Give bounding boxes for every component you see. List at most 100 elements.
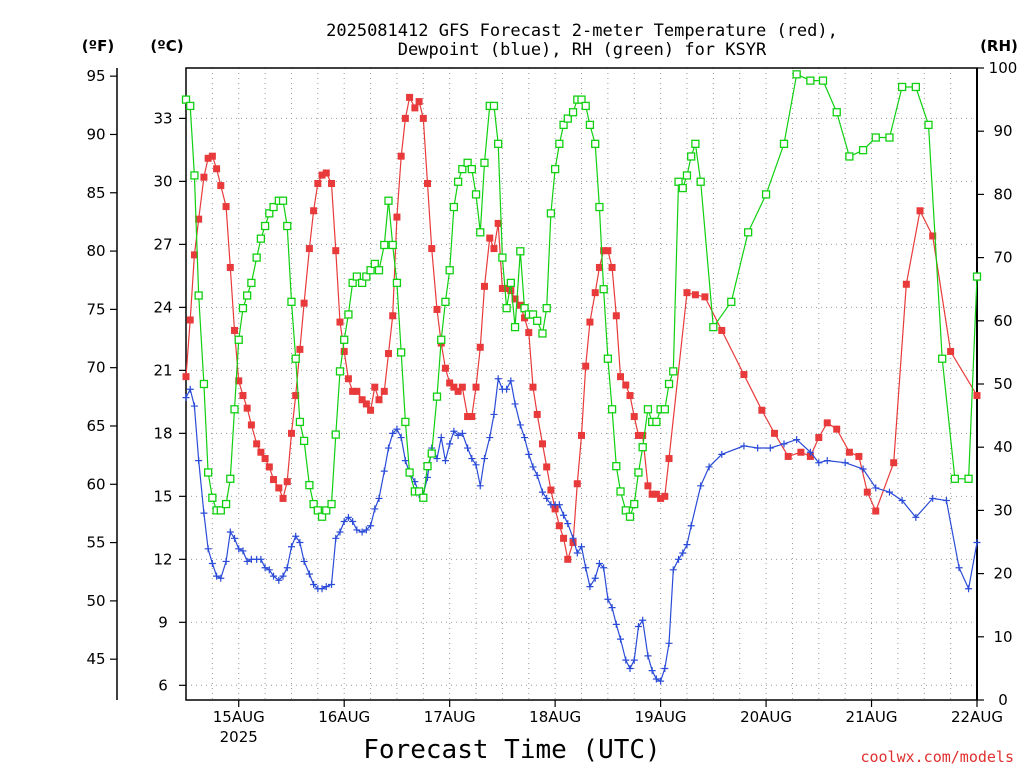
dewpoint-point: [186, 385, 194, 393]
series-temperature: [182, 93, 981, 563]
dewpoint-point: [349, 518, 357, 526]
dewpoint-point: [648, 667, 656, 675]
celsius-tick-label: 27: [153, 235, 172, 253]
dewpoint-point: [371, 505, 379, 513]
dewpoint-point: [533, 471, 541, 479]
temperature-point: [415, 98, 423, 106]
temperature-point: [586, 318, 594, 326]
rh-point: [678, 183, 687, 193]
temperature-point: [380, 387, 388, 395]
rh-point: [256, 234, 266, 243]
dewpoint-point: [859, 465, 867, 473]
rh-point: [252, 253, 261, 262]
rh-point: [591, 139, 600, 148]
dewpoint-point: [476, 482, 484, 490]
rh-point: [792, 70, 801, 79]
temperature-point: [701, 293, 709, 301]
temperature-point: [595, 263, 603, 271]
temperature-point: [833, 425, 841, 433]
temperature-point: [529, 383, 537, 391]
temperature-point: [784, 452, 792, 460]
rh-point: [441, 297, 450, 306]
temperature-point: [384, 350, 392, 358]
dewpoint-point: [454, 431, 462, 439]
rh-point: [494, 139, 503, 148]
rh-point: [445, 266, 454, 275]
dewpoint-point: [384, 444, 392, 452]
rh-point: [397, 348, 406, 357]
data-series: [181, 70, 982, 685]
temperature-point: [300, 299, 308, 307]
rh-point: [283, 221, 292, 231]
rh-point: [260, 221, 270, 231]
rh-tick-label: 10: [993, 628, 1012, 646]
x-tick-label: 20AUG: [740, 708, 792, 726]
temperature-point: [472, 383, 480, 391]
rh-point: [625, 512, 635, 521]
temperature-point: [797, 448, 805, 456]
temperature-point: [257, 448, 265, 456]
temperature-point: [275, 484, 283, 492]
axes: [110, 67, 984, 707]
rh-point: [265, 209, 274, 218]
rh-point: [858, 146, 868, 155]
dewpoint-point: [275, 576, 283, 584]
dewpoint-point: [265, 566, 273, 574]
rh-point: [555, 139, 564, 148]
dewpoint-point: [661, 665, 669, 673]
temperature-point: [626, 392, 634, 400]
series-dewpoint: [182, 375, 981, 685]
dewpoint-point: [806, 448, 814, 456]
temperature-point: [454, 387, 462, 395]
temperature-point: [661, 492, 669, 500]
dewpoint-point: [525, 450, 533, 458]
rh-point: [498, 253, 507, 262]
dewpoint-point: [898, 497, 906, 505]
rh-point: [546, 209, 556, 218]
rh-point: [709, 322, 718, 332]
rh-point: [380, 240, 389, 250]
temperature-point: [428, 245, 436, 253]
rh-point: [401, 417, 410, 427]
dewpoint-point: [486, 434, 494, 442]
x-tick-label: 21AUG: [846, 708, 898, 726]
grid-lines: [186, 68, 977, 700]
dewpoint-point: [239, 547, 247, 555]
fahrenheit-tick-label: 95: [86, 67, 105, 85]
dewpoint-point: [389, 429, 397, 437]
temperature-point: [916, 207, 924, 215]
temperature-point: [718, 326, 726, 334]
temperature-point: [902, 280, 910, 288]
dewpoint-point: [622, 656, 630, 664]
rh-point: [779, 139, 789, 148]
rh-point: [414, 487, 424, 496]
credit-text: coolwx.com/models: [860, 748, 1014, 766]
temperature-point: [424, 179, 432, 187]
rh-point: [476, 228, 485, 237]
rh-point: [374, 266, 384, 275]
temperature-point: [634, 431, 642, 439]
rh-tick-label: 90: [993, 122, 1012, 140]
dewpoint-point: [560, 511, 568, 519]
dewpoint-point: [296, 539, 304, 547]
dewpoint-point: [657, 677, 665, 685]
dewpoint-point: [182, 394, 190, 402]
rh-point: [972, 272, 982, 281]
rh-point: [392, 278, 402, 288]
temperature-point: [683, 289, 691, 297]
dewpoint-point: [582, 564, 590, 572]
temperature-point: [538, 440, 546, 448]
temperature-point: [604, 247, 612, 255]
rh-point: [427, 449, 436, 458]
dewpoint-point: [521, 434, 529, 442]
temperature-point: [591, 289, 599, 297]
temperature-point: [397, 152, 405, 160]
dewpoint-point: [468, 455, 476, 463]
rh-point: [247, 278, 256, 288]
temperature-point: [468, 413, 476, 421]
rh-unit-label: (RH): [980, 37, 1018, 55]
temperature-point: [231, 326, 239, 334]
temperature-point: [855, 452, 863, 460]
dewpoint-point: [766, 444, 774, 452]
dewpoint-point: [332, 534, 340, 542]
